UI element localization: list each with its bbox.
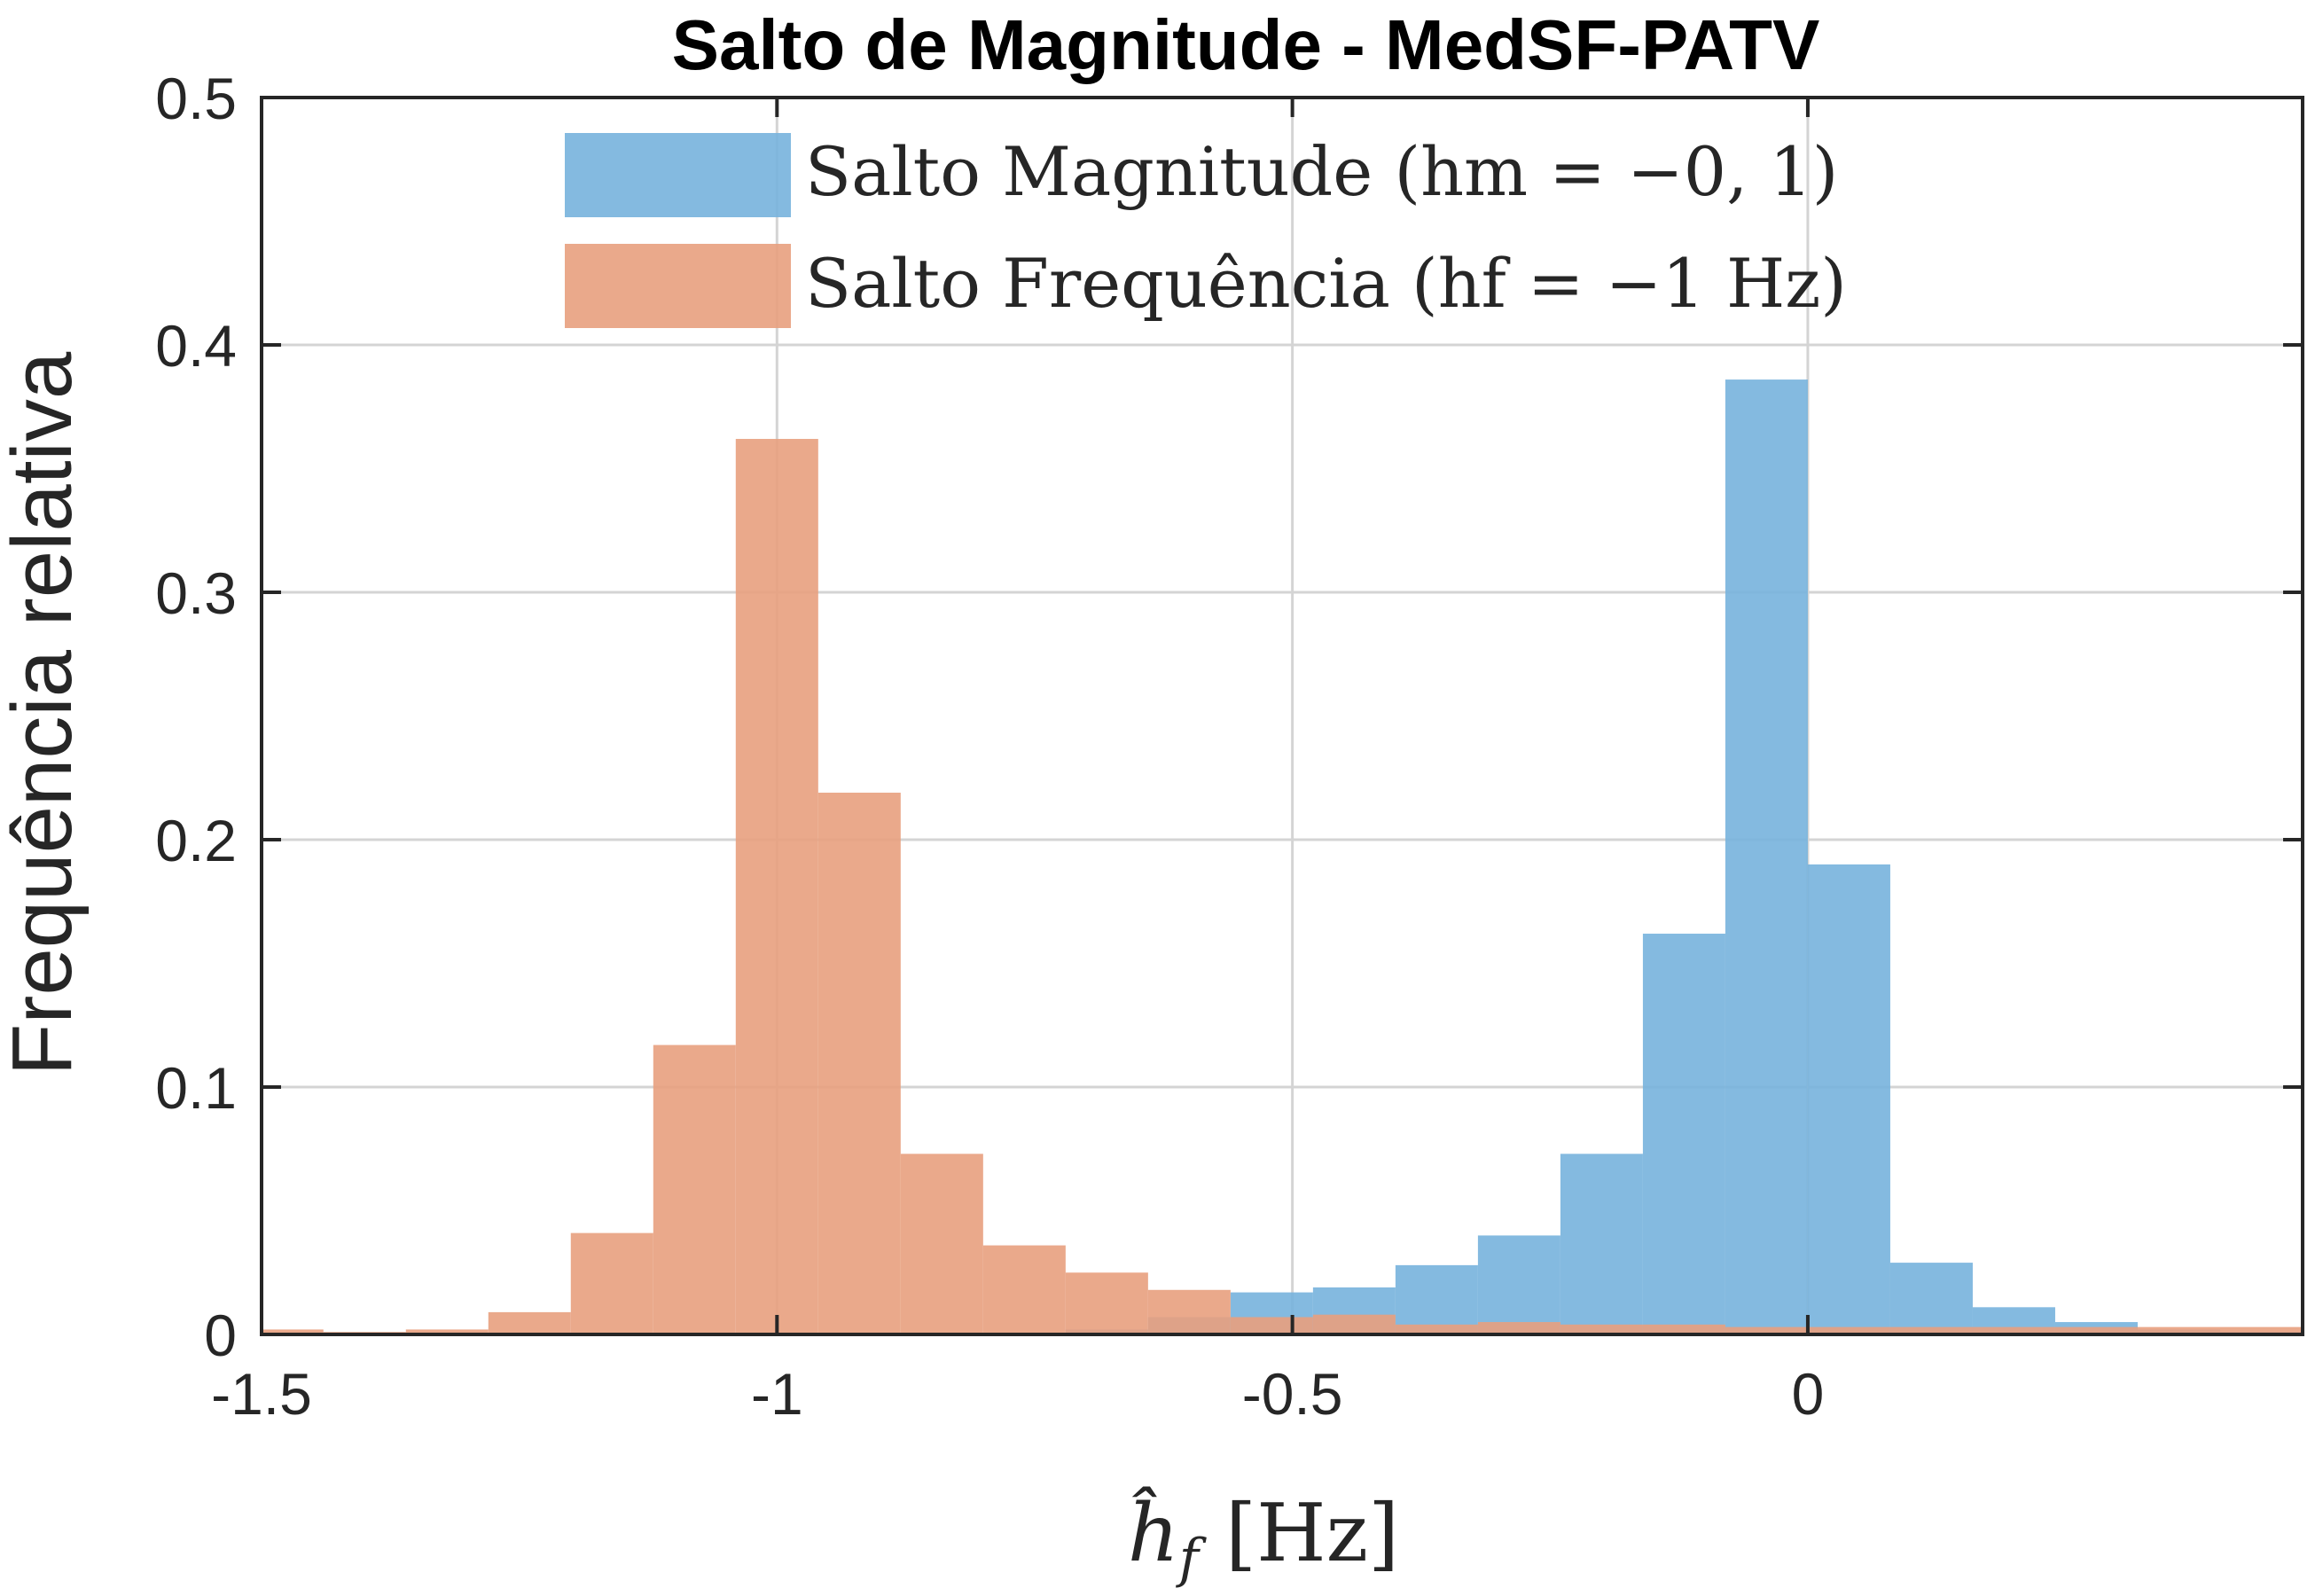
y-axis-label: Frequência relativa	[0, 351, 90, 1076]
bar-frequency-14	[1395, 1324, 1478, 1334]
legend: Salto Magnitude (hm = −0, 1) Salto Frequ…	[565, 132, 1847, 328]
bar-frequency-9	[982, 1245, 1066, 1334]
bar-frequency-24	[2219, 1326, 2303, 1334]
y-tick-label-5: 0.5	[155, 66, 237, 131]
legend-label-frequency: Salto Frequência (hf = −1 Hz)	[805, 244, 1847, 323]
bar-frequency-7	[817, 792, 901, 1334]
x-tick-label-0: -1.5	[211, 1361, 312, 1427]
bar-frequency-17	[1642, 1324, 1725, 1334]
bar-frequency-16	[1560, 1324, 1643, 1334]
bar-frequency-11	[1147, 1289, 1231, 1334]
bar-magnitude-4	[1395, 1264, 1478, 1334]
bar-frequency-20	[1889, 1326, 1973, 1334]
y-tick-label-3: 0.3	[155, 560, 237, 626]
bar-frequency-0	[262, 1329, 324, 1334]
histogram-bars	[262, 379, 2303, 1334]
bar-magnitude-7	[1642, 934, 1725, 1334]
bar-frequency-18	[1725, 1326, 1808, 1334]
x-axis-label-symbol: ĥ	[1128, 1486, 1179, 1580]
y-tick-label-0: 0	[204, 1303, 237, 1368]
x-tick-label-3: 0	[1792, 1361, 1825, 1427]
bar-frequency-2	[405, 1329, 489, 1334]
bar-frequency-12	[1230, 1317, 1313, 1334]
legend-swatch-frequency	[565, 244, 791, 328]
x-tick-label-2: -0.5	[1242, 1361, 1343, 1427]
bar-frequency-23	[2137, 1326, 2220, 1334]
bar-magnitude-10	[1889, 1263, 1973, 1334]
legend-label-magnitude: Salto Magnitude (hm = −0, 1)	[805, 132, 1838, 211]
tick-labels: -1.5 -1 -0.5 0 0 0.1 0.2 0.3 0.4 0.5	[155, 66, 1824, 1427]
y-tick-label-1: 0.1	[155, 1055, 237, 1121]
bar-magnitude-8	[1725, 379, 1808, 1334]
bar-frequency-5	[653, 1044, 736, 1334]
x-axis-label: ĥf [Hz]	[1128, 1486, 1399, 1590]
x-tick-label-1: -1	[751, 1361, 803, 1427]
bar-frequency-22	[2054, 1326, 2138, 1334]
x-axis-label-unit: [Hz]	[1225, 1487, 1399, 1580]
bar-frequency-13	[1312, 1314, 1396, 1334]
bar-magnitude-6	[1560, 1154, 1643, 1334]
axes	[260, 96, 2304, 1336]
legend-swatch-magnitude	[565, 133, 791, 217]
bar-frequency-3	[488, 1311, 571, 1334]
bar-frequency-15	[1477, 1322, 1560, 1334]
y-tick-label-2: 0.2	[155, 808, 237, 873]
bar-frequency-19	[1807, 1326, 1890, 1334]
y-tick-label-4: 0.4	[155, 313, 237, 379]
chart-title: Salto de Magnitude - MedSF-PATV	[672, 5, 1820, 84]
bar-magnitude-9	[1807, 864, 1890, 1334]
bar-magnitude-5	[1477, 1235, 1560, 1334]
bar-frequency-4	[570, 1232, 653, 1334]
bar-frequency-10	[1065, 1272, 1148, 1334]
axes-box	[260, 96, 2304, 1336]
bar-frequency-6	[735, 439, 818, 1334]
bar-frequency-21	[1972, 1326, 2055, 1334]
bar-frequency-8	[900, 1154, 983, 1334]
